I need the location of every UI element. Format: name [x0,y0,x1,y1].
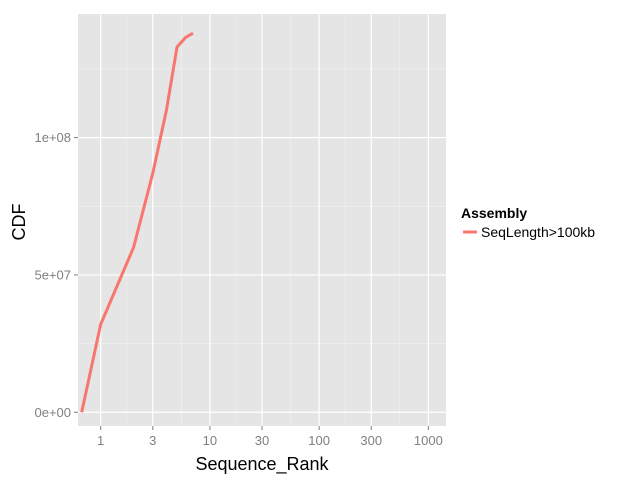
y-tick-label: 1e+08 [34,130,71,145]
y-axis-ticks: 0e+00 5e+07 1e+08 [34,130,78,420]
x-tick-label: 300 [360,433,382,448]
x-tick-label: 10 [203,433,217,448]
legend-label: SeqLength>100kb [481,224,595,240]
x-tick-label: 100 [308,433,330,448]
series-line [80,31,194,413]
x-tick-label: 3 [149,433,156,448]
legend: Assembly SeqLength>100kb [461,205,595,240]
x-tick-label: 1 [97,433,104,448]
x-axis-title: Sequence_Rank [195,454,329,475]
x-tick-label: 1000 [414,433,443,448]
x-tick-label: 30 [255,433,269,448]
legend-title: Assembly [461,205,527,221]
x-axis-ticks: 1 3 10 30 100 300 1000 [97,426,443,448]
grid-minor [78,14,446,426]
y-tick-label: 5e+07 [34,267,71,282]
y-tick-label: 0e+00 [34,405,71,420]
y-axis-title: CDF [9,204,29,241]
series-layer [80,31,194,413]
grid-major [78,14,446,426]
